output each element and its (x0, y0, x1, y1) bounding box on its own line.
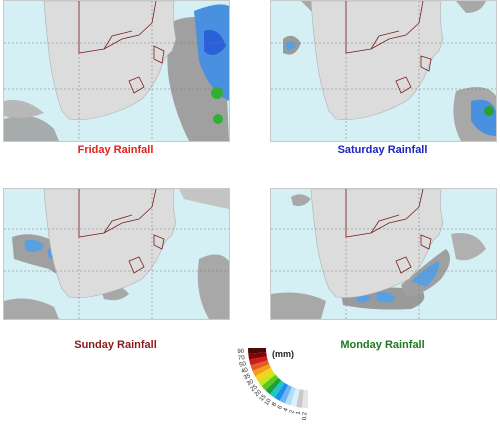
legend-band (248, 352, 267, 360)
legend-band (285, 386, 296, 406)
legend-band (274, 382, 289, 401)
legend-band (265, 377, 282, 395)
legend-tick-label: 35 (243, 373, 252, 382)
legend-tick-label: 25 (250, 384, 259, 393)
friday-rainfall-caption: Friday Rainfall (77, 144, 154, 156)
legend-band (248, 348, 267, 354)
sunday-rainfall-caption: Sunday Rainfall (74, 339, 157, 351)
sunday-map-graphic (4, 189, 229, 319)
legend-tick-label: 4 (283, 407, 290, 413)
legend-tick-label: 30 (246, 378, 255, 387)
legend-tick-label: 90 (237, 349, 245, 355)
saturday-rainfall-caption: Saturday Rainfall (337, 144, 428, 156)
saturday-map-graphic (271, 1, 496, 141)
legend-band (249, 356, 268, 366)
legend-band (302, 389, 308, 408)
legend-tick-label: 20 (254, 389, 263, 398)
legend-band (250, 360, 270, 371)
legend-tick-label: 40 (241, 367, 250, 375)
legend-band (261, 374, 279, 391)
monday-rainfall-caption: Monday Rainfall (340, 339, 425, 351)
friday-rainfall-map (3, 0, 230, 142)
friday-map-graphic (4, 1, 229, 141)
legend-tick-label: 2 (289, 409, 296, 414)
legend-tick-label: 8 (271, 401, 278, 408)
legend-band (296, 389, 304, 408)
legend-band (290, 388, 300, 407)
legend-tick-label: 1 (296, 410, 303, 415)
rainfall-legend: 90 70 50 40 35 30 25 20 15 10 8 6 4 2 1 0.2 (mm) (212, 342, 308, 440)
legend-band (258, 371, 276, 387)
legend-tick-label: 15 (259, 393, 268, 402)
sunday-rainfall-map (3, 188, 230, 320)
legend-band (279, 385, 292, 404)
legend-band (255, 367, 274, 382)
legend-tick-label: 0.2 (302, 411, 308, 420)
legend-band (252, 364, 271, 377)
legend-tick-label: 70 (238, 355, 246, 362)
monday-map-graphic (271, 189, 496, 319)
legend-tick-label: 6 (277, 404, 284, 410)
monday-rainfall-map (270, 188, 497, 320)
legend-tick-label: 50 (239, 361, 248, 369)
legend-tick-label: 10 (264, 397, 273, 406)
legend-unit-label: (mm) (272, 349, 294, 359)
saturday-rainfall-map (270, 0, 497, 142)
legend-band (269, 380, 285, 398)
